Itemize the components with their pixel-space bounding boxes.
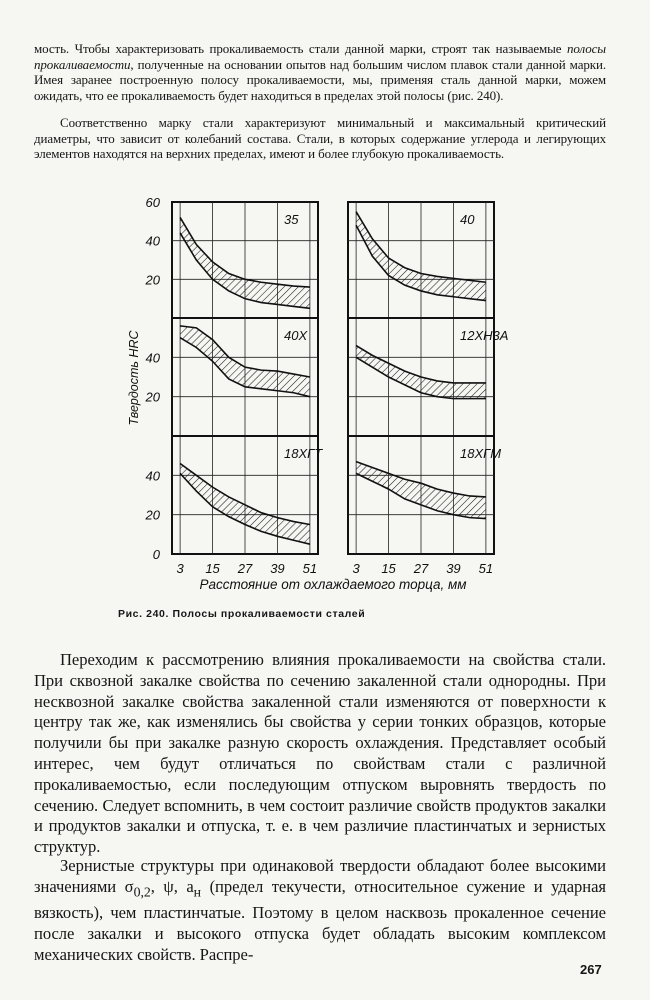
x-axis-label: Расстояние от охлаждаемого торца, мм [200,577,467,592]
paragraph-4-start: Зернистые структуры при одинаковой тверд… [34,856,606,896]
y-tick-label: 40 [146,350,161,365]
y-tick-label: 20 [145,508,161,523]
x-tick-label: 3 [352,561,360,576]
subscript-n: н [193,884,202,900]
x-tick-label: 15 [381,561,396,576]
band-lower-curve [179,472,311,545]
band-upper-curve [355,211,486,284]
band-35 [180,217,310,309]
term-hardenability-bands: полосы прокаливаемости [34,41,606,72]
panel-label: 18ХГТ [284,446,323,461]
panel-label: 18ХГМ [460,446,501,461]
x-tick-label: 27 [413,561,429,576]
band-upper-curve [180,325,311,378]
x-tick-label: 39 [270,561,284,576]
band-upper-curve [179,462,311,526]
page-number: 267 [580,962,602,977]
panel-label: 40Х [284,328,308,343]
band-upper-curve [355,344,486,384]
panel-label: 40 [460,212,475,227]
y-tick-label: 20 [145,272,161,287]
band-18ХГТ [180,463,310,545]
hardenability-bands-chart: 35 40 40Х 12ХН3А 18ХГТ 18ХГМ 0 20 40 20 40 20 40 60 3 1… [127,195,508,592]
y-axis-label: Твердость HRC [127,330,141,426]
paragraph-1-end: , полученные на основании опытов над бол… [34,56,606,103]
y-tick-label: 20 [145,390,161,405]
panel-label: 12ХН3А [460,328,508,343]
figure-240: 35 40 40Х 12ХН3А 18ХГТ 18ХГМ 0 20 40 20 40 20 40 60 3 1… [120,195,520,601]
band-upper-curve [355,460,486,498]
band-lower-curve [355,356,486,400]
x-tick-label: 39 [446,561,460,576]
paragraph-2: Соответственно марку стали характеризуют… [34,115,606,162]
band-lower-curve [355,224,486,302]
y-tick-label: 40 [146,234,161,249]
y-tick-label: 60 [146,196,161,210]
subscript-0-2: 0,2 [133,884,151,900]
x-tick-label: 3 [176,561,184,576]
band-lower-curve [179,336,311,398]
paragraph-4-end: (предел текучести, относительное сужение… [34,876,606,964]
band-40Х [180,325,310,397]
paragraph-1-start: мость. Чтобы характеризовать прокаливаем… [34,41,568,56]
x-tick-label: 15 [205,561,220,576]
paragraph-3: Переходим к рассмотрению влияния прокали… [34,650,606,857]
panel-label: 35 [284,212,299,227]
paragraph-4: Зернистые структуры при одинаковой тверд… [34,856,606,965]
figure-caption: Рис. 240. Полосы прокаливаемости сталей [118,608,366,620]
band-lower-curve [355,472,486,520]
y-tick-label: 0 [153,547,161,562]
x-tick-label: 51 [479,561,493,576]
band-lower-curve [179,232,310,310]
x-tick-label: 51 [303,561,317,576]
band-18ХГМ [356,461,486,519]
band-12ХН3А [356,345,486,399]
x-tick-label: 27 [237,561,253,576]
paragraph-1: мость. Чтобы характеризовать прокаливаем… [34,41,606,103]
paragraph-4-mid: , ψ, a [150,876,194,896]
band-upper-curve [179,217,310,288]
y-tick-label: 40 [146,468,161,483]
